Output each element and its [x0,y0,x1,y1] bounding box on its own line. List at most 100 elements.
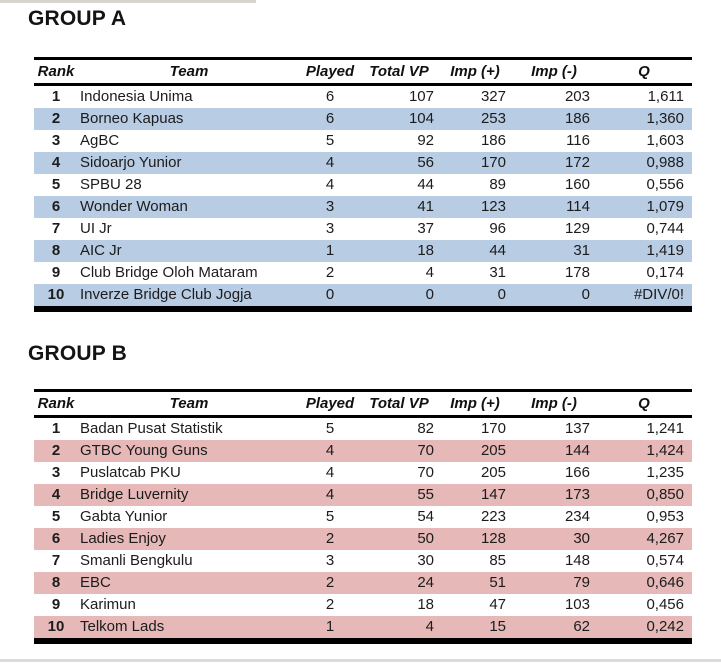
q-cell: 0,174 [646,264,684,281]
total-vp-cell: 24 [417,574,434,591]
imp-plus-cell: 15 [489,618,506,635]
group-b-table-body: 1 Badan Pusat Statistik 5 82 170 137 1,2… [34,417,692,641]
header-imp-minus: Imp (-) [531,395,577,412]
total-vp-cell: 41 [417,198,434,215]
imp-plus-cell: 51 [489,574,506,591]
table-row: 8 AIC Jr 1 18 44 31 1,419 [34,240,692,262]
total-vp-cell: 44 [417,176,434,193]
table-row: 2 Borneo Kapuas 6 104 253 186 1,360 [34,108,692,130]
team-cell: Indonesia Unima [80,88,193,105]
rank-cell: 9 [51,264,61,281]
imp-minus-cell: 62 [573,618,590,635]
team-cell: Puslatcab PKU [80,464,181,481]
imp-plus-cell: 170 [480,154,506,171]
played-cell: 3 [325,552,335,569]
rank-cell: 4 [51,486,61,503]
imp-plus-cell: 31 [489,264,506,281]
total-vp-cell: 55 [417,486,434,503]
played-cell: 0 [325,286,335,303]
group-b-section: GROUP B Rank Team Played Total VP Imp (+… [28,342,721,644]
team-cell: Gabta Yunior [80,508,168,525]
team-cell: AgBC [80,132,120,149]
played-cell: 4 [325,464,335,481]
table-row: 3 Puslatcab PKU 4 70 205 166 1,235 [34,462,692,484]
rank-cell: 2 [51,442,61,459]
team-cell: Wonder Woman [80,198,188,215]
team-cell: AIC Jr [80,242,122,259]
header-team: Team [169,63,209,80]
imp-minus-cell: 148 [564,552,590,569]
imp-minus-cell: 144 [564,442,590,459]
header-total-vp: Total VP [369,63,429,80]
team-cell: Smanli Bengkulu [80,552,193,569]
rank-cell: 4 [51,154,61,171]
q-cell: 1,241 [646,420,684,437]
played-cell: 6 [325,110,335,127]
table-row: 3 AgBC 5 92 186 116 1,603 [34,130,692,152]
imp-minus-cell: 160 [564,176,590,193]
played-cell: 4 [325,486,335,503]
q-cell: 1,424 [646,442,684,459]
table-row: 8 EBC 2 24 51 79 0,646 [34,572,692,594]
q-cell: 1,603 [646,132,684,149]
played-cell: 2 [325,574,335,591]
total-vp-cell: 0 [425,286,434,303]
table-row: 6 Wonder Woman 3 41 123 114 1,079 [34,196,692,218]
imp-minus-cell: 116 [566,132,590,149]
table-row: 5 Gabta Yunior 5 54 223 234 0,953 [34,506,692,528]
team-cell: Telkom Lads [80,618,165,635]
imp-plus-cell: 123 [480,198,506,215]
total-vp-cell: 70 [417,442,434,459]
imp-minus-cell: 114 [566,198,590,215]
played-cell: 1 [325,618,335,635]
imp-minus-cell: 129 [564,220,590,237]
q-cell: 0,744 [646,220,684,237]
total-vp-cell: 37 [417,220,434,237]
q-cell: 0,646 [646,574,684,591]
total-vp-cell: 4 [425,264,434,281]
q-cell: 1,419 [646,242,684,259]
table-row: 1 Badan Pusat Statistik 5 82 170 137 1,2… [34,417,692,441]
q-cell: 0,456 [646,596,684,613]
total-vp-cell: 82 [417,420,434,437]
imp-plus-cell: 128 [480,530,506,547]
rank-cell: 7 [51,552,61,569]
table-row: 4 Bridge Luvernity 4 55 147 173 0,850 [34,484,692,506]
q-cell: #DIV/0! [633,286,684,303]
header-q: Q [638,63,650,80]
imp-minus-cell: 31 [573,242,590,259]
team-cell: Karimun [80,596,136,613]
total-vp-cell: 4 [425,618,434,635]
imp-plus-cell: 205 [480,464,506,481]
total-vp-cell: 54 [417,508,434,525]
group-b-title: GROUP B [28,342,128,365]
group-b-standings-table: Rank Team Played Total VP Imp (+) Imp (-… [34,389,692,644]
team-cell: Ladies Enjoy [80,530,166,547]
imp-plus-cell: 223 [480,508,506,525]
table-row: 7 Smanli Bengkulu 3 30 85 148 0,574 [34,550,692,572]
imp-plus-cell: 147 [480,486,506,503]
team-cell: Club Bridge Oloh Mataram [80,264,258,281]
q-cell: 0,850 [646,486,684,503]
played-cell: 2 [325,596,335,613]
total-vp-cell: 104 [408,110,434,127]
table-row: 6 Ladies Enjoy 2 50 128 30 4,267 [34,528,692,550]
imp-plus-cell: 44 [489,242,506,259]
imp-minus-cell: 178 [564,264,590,281]
header-rank: Rank [37,63,75,80]
played-cell: 6 [325,88,335,105]
played-cell: 3 [325,198,335,215]
group-a-header-row: Rank Team Played Total VP Imp (+) Imp (-… [34,58,692,85]
imp-minus-cell: 172 [564,154,590,171]
spreadsheet-view: GROUP A Rank Team Played Total VP Imp (+… [28,0,721,644]
played-cell: 3 [325,220,335,237]
imp-plus-cell: 205 [480,442,506,459]
total-vp-cell: 56 [417,154,434,171]
rank-cell: 1 [51,88,61,105]
team-cell: Bridge Luvernity [80,486,189,503]
played-cell: 5 [325,508,335,525]
rank-cell: 3 [51,132,61,149]
team-cell: Borneo Kapuas [80,110,184,127]
q-cell: 0,242 [646,618,684,635]
played-cell: 2 [325,264,335,281]
